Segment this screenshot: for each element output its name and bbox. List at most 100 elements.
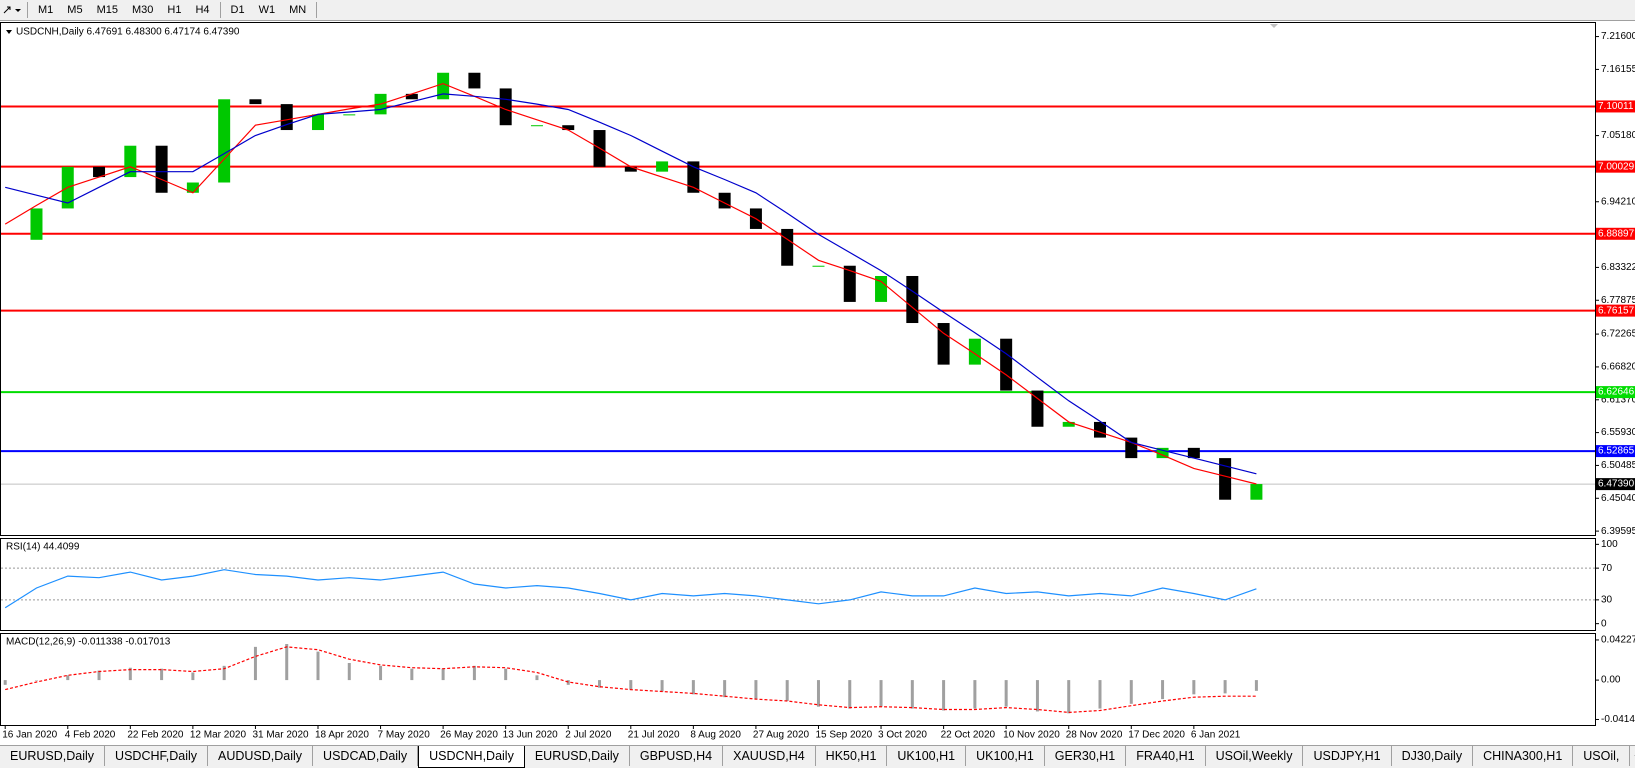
separator: [316, 2, 318, 18]
y-tick-label: 6.55930: [1601, 427, 1635, 438]
symbol-tab[interactable]: USDCAD,Daily: [313, 746, 419, 766]
candle-body: [124, 145, 137, 178]
level-label: 6.47390: [1598, 479, 1635, 490]
chart: USDCNH,Daily 6.47691 6.48300 6.47174 6.4…: [0, 22, 1635, 741]
toolbar: M1 M5 M15 M30 H1 H4 D1 W1 MN: [0, 0, 1635, 21]
candle-body: [1187, 447, 1200, 459]
level-label: 6.62646: [1598, 387, 1635, 398]
symbol-tab[interactable]: UK100,H1: [966, 746, 1045, 766]
candle-body: [562, 125, 575, 131]
macd-bar: [347, 663, 351, 681]
candle-body: [781, 228, 794, 266]
candle-body: [1000, 338, 1013, 391]
level-label-box: [1596, 386, 1635, 399]
macd-bar: [316, 651, 320, 681]
macd-bar: [1067, 680, 1071, 714]
x-tick-label: 12 Mar 2020: [190, 730, 247, 741]
symbol-tab[interactable]: EURUSD,Daily: [0, 746, 106, 766]
macd-bar: [1004, 680, 1008, 707]
period-button[interactable]: MN: [289, 4, 307, 16]
macd-bar: [785, 680, 789, 701]
macd-bar: [723, 680, 727, 698]
x-tick-label: 22 Feb 2020: [127, 730, 184, 741]
macd-bar: [1223, 680, 1227, 694]
candle-body: [186, 182, 199, 193]
macd-bar: [253, 646, 257, 681]
candle-body: [812, 265, 825, 267]
x-tick-label: 22 Oct 2020: [941, 730, 996, 741]
tab-bar: EURUSD,Daily USDCHF,Daily AUDUSD,Daily USDC…: [0, 745, 1635, 768]
macd-bar: [410, 668, 414, 681]
macd-bar: [128, 667, 132, 681]
macd-bar: [848, 680, 852, 709]
candle-body: [875, 275, 888, 302]
level-label: 6.52865: [1598, 446, 1635, 457]
symbol-tab[interactable]: UK100,H1: [887, 746, 967, 766]
macd-title: MACD(12,26,9) -0.011338 -0.017013: [6, 637, 171, 648]
macd-bar: [3, 680, 7, 685]
tab-scroll[interactable]: ◀▶: [1630, 746, 1635, 766]
macd-bar: [97, 670, 101, 681]
symbol-tab[interactable]: USDCHF,Daily: [105, 746, 208, 766]
symbol-tab[interactable]: HK50,H1: [816, 746, 888, 766]
candle-body: [1062, 421, 1075, 427]
period-button[interactable]: M15: [96, 4, 118, 16]
macd-bar: [1035, 680, 1039, 712]
x-tick-label: 16 Jan 2020: [2, 730, 57, 741]
macd-bar: [942, 680, 946, 711]
macd-bar: [1161, 680, 1165, 700]
level-label: 7.10011: [1598, 101, 1634, 112]
x-tick-label: 28 Nov 2020: [1066, 730, 1123, 741]
main-panel: [0, 22, 1596, 536]
period-button[interactable]: M1: [38, 4, 54, 16]
symbol-tab[interactable]: USOil,Weekly: [1206, 746, 1304, 766]
symbol-tab[interactable]: GBPUSD,H4: [630, 746, 724, 766]
period-button[interactable]: H4: [195, 4, 210, 16]
candle-body: [30, 208, 43, 240]
x-tick-label: 18 Apr 2020: [315, 730, 369, 741]
period-button[interactable]: D1: [230, 4, 245, 16]
candle-body: [687, 161, 700, 193]
macd-bar: [34, 680, 38, 681]
symbol-tab[interactable]: GER30,H1: [1045, 746, 1127, 766]
y-tick-label: 6.77875: [1601, 295, 1635, 306]
macd-bar: [191, 672, 195, 681]
candle-body: [468, 72, 481, 89]
symbol-tab[interactable]: USDJPY,H1: [1303, 746, 1392, 766]
symbol-tab[interactable]: AUDUSD,Daily: [208, 746, 314, 766]
symbol-tab[interactable]: USDCNH,Daily: [418, 746, 525, 768]
period-group: D1 W1 MN: [224, 1, 314, 19]
x-tick-label: 13 Jun 2020: [503, 730, 558, 741]
macd-bar: [160, 668, 164, 681]
y-tick-label: 6.45040: [1601, 493, 1635, 504]
period-button[interactable]: W1: [258, 4, 276, 16]
symbol-tab[interactable]: EURUSD,Daily: [525, 746, 630, 766]
rsi-title: RSI(14) 44.4099: [6, 542, 80, 553]
symbol-tab[interactable]: USOil,: [1573, 746, 1631, 766]
period-button[interactable]: M5: [67, 4, 83, 16]
candle-body: [249, 99, 262, 105]
level-label-box: [1596, 445, 1635, 458]
symbol-tab[interactable]: DJ30,Daily: [1392, 746, 1474, 766]
symbol-tab[interactable]: XAUUSD,H4: [723, 746, 816, 766]
y-tick-label: -0.04148: [1601, 714, 1635, 725]
collapse-icon: [6, 30, 12, 34]
x-tick-label: 8 Aug 2020: [690, 730, 741, 741]
shift-marker: [1270, 24, 1278, 28]
period-button[interactable]: H1: [167, 4, 182, 16]
macd-bar: [910, 680, 914, 709]
candle-body: [1219, 458, 1232, 500]
symbol-tab[interactable]: CHINA300,H1: [1473, 746, 1574, 766]
x-tick-label: 3 Oct 2020: [878, 730, 927, 741]
macd-bar: [598, 680, 602, 688]
y-tick-label: 0.042275: [1601, 635, 1635, 646]
macd-bar: [1192, 680, 1196, 695]
candle-body: [1250, 484, 1263, 500]
period-button[interactable]: M30: [131, 4, 154, 16]
macd-bar: [1098, 680, 1102, 709]
symbol-tab[interactable]: FRA40,H1: [1126, 746, 1206, 766]
x-tick-label: 7 May 2020: [378, 730, 431, 741]
candle-body: [624, 166, 637, 172]
cursor-tool[interactable]: [0, 1, 24, 19]
